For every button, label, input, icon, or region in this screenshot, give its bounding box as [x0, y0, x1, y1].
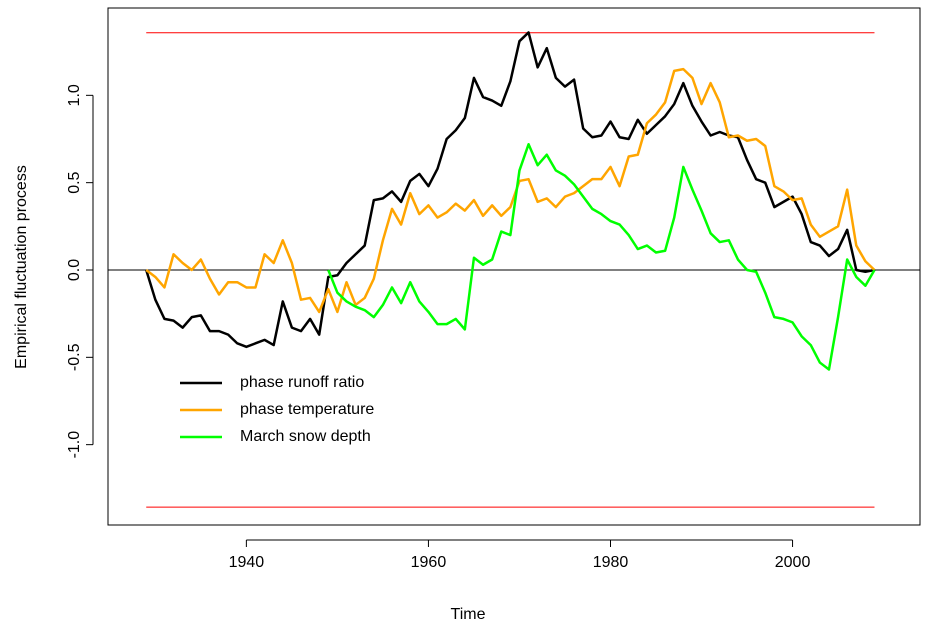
- y-tick-label: -1.0: [66, 431, 83, 459]
- y-axis-label: Empirical fluctuation process: [13, 165, 30, 369]
- x-axis-label: Time: [451, 606, 486, 623]
- legend-label: phase temperature: [240, 401, 374, 418]
- x-tick-label: 2000: [775, 554, 811, 571]
- series-line: [327, 142, 876, 371]
- x-tick-label: 1980: [593, 554, 629, 571]
- series-line: [145, 31, 875, 349]
- legend-label: phase runoff ratio: [240, 374, 364, 391]
- y-tick-label: 1.0: [66, 84, 83, 106]
- y-tick-label: 0.5: [66, 171, 83, 193]
- y-tick-label: 0.0: [66, 259, 83, 281]
- x-tick-label: 1960: [411, 554, 447, 571]
- legend-label: March snow depth: [240, 428, 371, 445]
- y-tick-label: -0.5: [66, 343, 83, 371]
- x-tick-label: 1940: [229, 554, 265, 571]
- plot-box: [107, 7, 921, 526]
- series-line: [145, 67, 876, 314]
